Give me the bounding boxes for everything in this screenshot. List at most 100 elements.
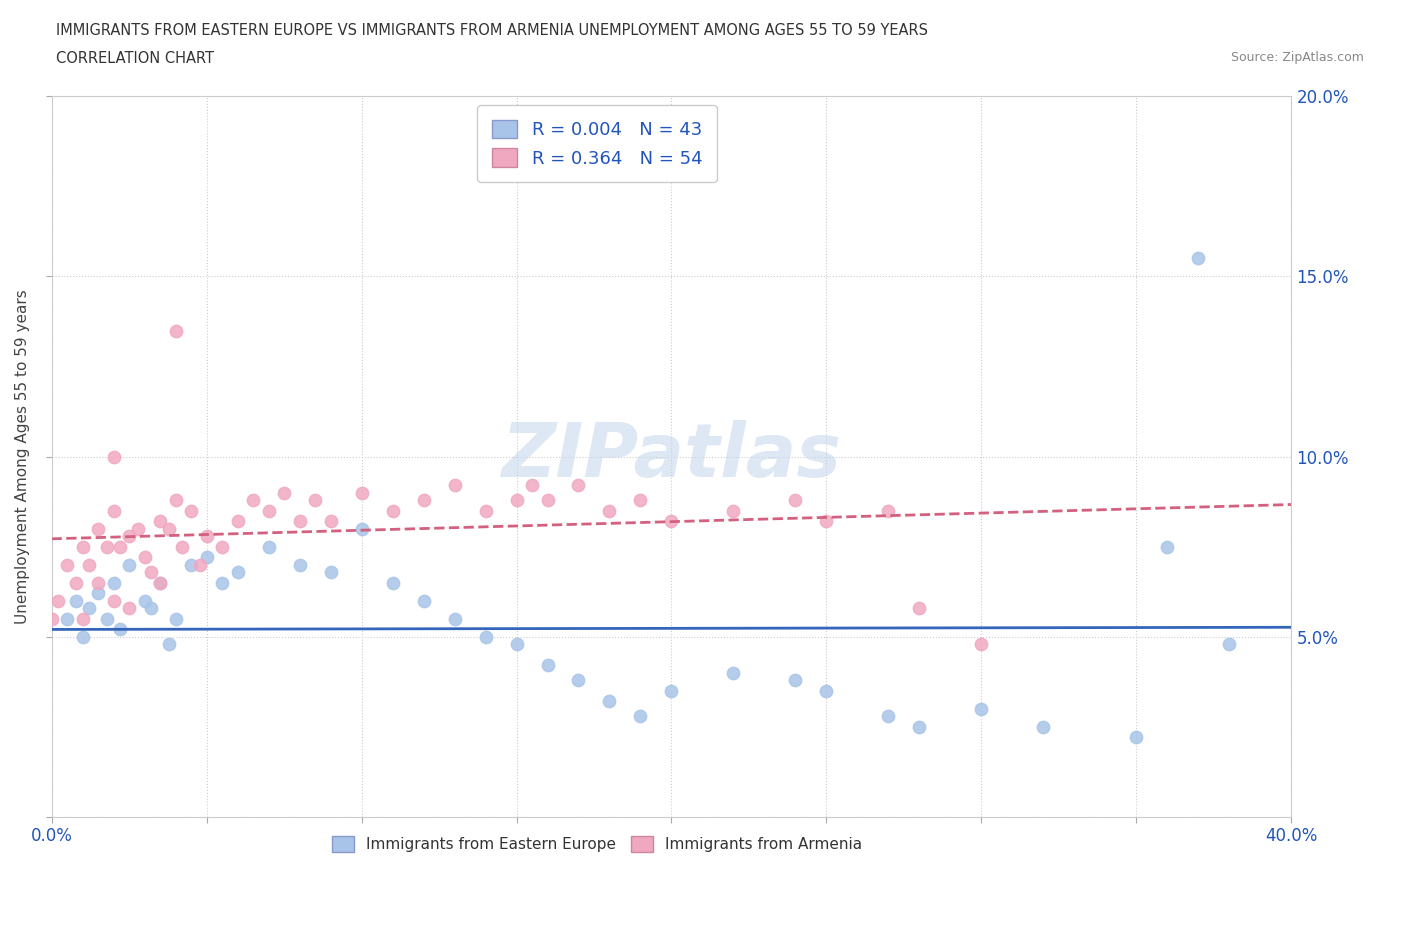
Y-axis label: Unemployment Among Ages 55 to 59 years: Unemployment Among Ages 55 to 59 years [15,289,30,624]
Point [661,514,683,529]
Point [630,492,652,507]
Point [815,684,838,698]
Point [134,593,156,608]
Text: ZIPatlas: ZIPatlas [502,420,842,493]
Point [505,636,527,651]
Point [226,565,249,579]
Point [41,611,63,626]
Point [180,503,202,518]
Point [108,622,131,637]
Point [505,492,527,507]
Point [877,709,900,724]
Point [350,521,373,536]
Legend: Immigrants from Eastern Europe, Immigrants from Armenia: Immigrants from Eastern Europe, Immigran… [325,829,869,859]
Point [127,521,149,536]
Point [103,593,125,608]
Point [242,492,264,507]
Point [304,492,326,507]
Point [536,492,558,507]
Point [1218,636,1240,651]
Point [567,478,589,493]
Point [65,593,87,608]
Point [77,557,100,572]
Point [908,719,931,734]
Point [630,709,652,724]
Point [188,557,211,572]
Point [139,565,162,579]
Point [1125,730,1147,745]
Point [103,575,125,590]
Point [103,503,125,518]
Point [72,539,94,554]
Text: Source: ZipAtlas.com: Source: ZipAtlas.com [1230,51,1364,64]
Text: IMMIGRANTS FROM EASTERN EUROPE VS IMMIGRANTS FROM ARMENIA UNEMPLOYMENT AMONG AGE: IMMIGRANTS FROM EASTERN EUROPE VS IMMIGR… [56,23,928,38]
Point [211,575,233,590]
Point [118,528,141,543]
Point [165,611,187,626]
Point [149,575,172,590]
Point [877,503,900,518]
Point [46,593,69,608]
Point [723,665,745,680]
Point [785,672,807,687]
Point [1032,719,1054,734]
Point [723,503,745,518]
Point [1187,251,1209,266]
Point [157,636,180,651]
Point [65,575,87,590]
Point [139,601,162,616]
Point [1156,539,1178,554]
Point [520,478,543,493]
Point [226,514,249,529]
Point [157,521,180,536]
Point [381,503,404,518]
Point [474,630,496,644]
Point [72,630,94,644]
Point [443,611,465,626]
Point [56,611,79,626]
Point [56,557,79,572]
Point [134,550,156,565]
Point [319,514,342,529]
Point [118,557,141,572]
Point [180,557,202,572]
Point [536,658,558,673]
Point [319,565,342,579]
Point [257,539,280,554]
Point [149,514,172,529]
Point [970,636,993,651]
Point [661,684,683,698]
Point [165,323,187,338]
Point [412,492,434,507]
Point [87,575,110,590]
Point [77,601,100,616]
Point [87,521,110,536]
Point [350,485,373,500]
Point [412,593,434,608]
Point [598,694,620,709]
Point [381,575,404,590]
Point [273,485,295,500]
Point [567,672,589,687]
Point [211,539,233,554]
Point [474,503,496,518]
Point [598,503,620,518]
Point [257,503,280,518]
Point [87,586,110,601]
Point [72,611,94,626]
Point [195,550,218,565]
Point [108,539,131,554]
Point [96,611,118,626]
Text: CORRELATION CHART: CORRELATION CHART [56,51,214,66]
Point [96,539,118,554]
Point [195,528,218,543]
Point [149,575,172,590]
Point [288,514,311,529]
Point [443,478,465,493]
Point [288,557,311,572]
Point [785,492,807,507]
Point [118,601,141,616]
Point [970,701,993,716]
Point [103,449,125,464]
Point [170,539,193,554]
